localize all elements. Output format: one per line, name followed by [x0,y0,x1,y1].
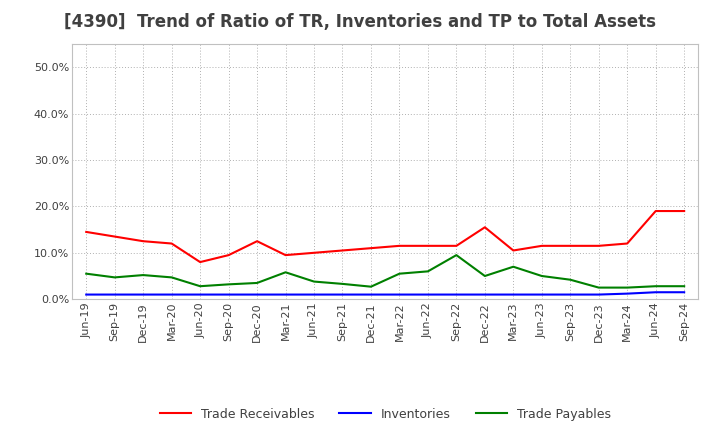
Inventories [566,292,575,297]
Trade Payables [82,271,91,276]
Trade Receivables [395,243,404,249]
Trade Receivables [623,241,631,246]
Inventories [680,290,688,295]
Trade Receivables [282,253,290,258]
Trade Receivables [652,209,660,214]
Trade Payables [310,279,318,284]
Trade Payables [366,284,375,290]
Inventories [480,292,489,297]
Trade Receivables [225,253,233,258]
Inventories [652,290,660,295]
Trade Payables [139,272,148,278]
Trade Payables [480,273,489,279]
Inventories [139,292,148,297]
Trade Payables [537,273,546,279]
Trade Receivables [366,246,375,251]
Trade Payables [196,283,204,289]
Inventories [82,292,91,297]
Trade Receivables [310,250,318,256]
Trade Payables [623,285,631,290]
Inventories [253,292,261,297]
Trade Payables [110,275,119,280]
Line: Trade Payables: Trade Payables [86,255,684,288]
Trade Receivables [566,243,575,249]
Inventories [310,292,318,297]
Trade Payables [282,270,290,275]
Inventories [395,292,404,297]
Inventories [623,291,631,296]
Inventories [509,292,518,297]
Trade Payables [338,281,347,286]
Trade Receivables [253,238,261,244]
Trade Payables [566,277,575,282]
Trade Payables [167,275,176,280]
Inventories [110,292,119,297]
Inventories [282,292,290,297]
Trade Payables [225,282,233,287]
Trade Receivables [338,248,347,253]
Inventories [537,292,546,297]
Trade Receivables [110,234,119,239]
Line: Inventories: Inventories [86,292,684,294]
Trade Receivables [82,229,91,235]
Trade Payables [652,283,660,289]
Trade Receivables [452,243,461,249]
Inventories [366,292,375,297]
Trade Receivables [595,243,603,249]
Trade Payables [253,280,261,286]
Trade Payables [423,269,432,274]
Trade Payables [395,271,404,276]
Inventories [423,292,432,297]
Inventories [225,292,233,297]
Text: [4390]  Trend of Ratio of TR, Inventories and TP to Total Assets: [4390] Trend of Ratio of TR, Inventories… [64,13,656,31]
Trade Receivables [167,241,176,246]
Trade Receivables [509,248,518,253]
Inventories [196,292,204,297]
Trade Payables [452,253,461,258]
Inventories [595,292,603,297]
Trade Receivables [139,238,148,244]
Trade Payables [509,264,518,269]
Inventories [452,292,461,297]
Trade Receivables [537,243,546,249]
Inventories [338,292,347,297]
Trade Receivables [423,243,432,249]
Trade Receivables [480,225,489,230]
Line: Trade Receivables: Trade Receivables [86,211,684,262]
Trade Payables [680,283,688,289]
Trade Receivables [196,260,204,265]
Inventories [167,292,176,297]
Trade Receivables [680,209,688,214]
Legend: Trade Receivables, Inventories, Trade Payables: Trade Receivables, Inventories, Trade Pa… [155,403,616,425]
Trade Payables [595,285,603,290]
